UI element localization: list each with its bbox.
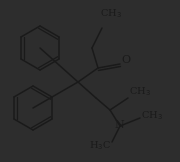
Text: CH$_3$: CH$_3$	[100, 8, 122, 20]
Text: O: O	[121, 55, 130, 65]
Text: N: N	[114, 120, 124, 130]
Text: CH$_3$: CH$_3$	[129, 86, 151, 98]
Text: CH$_3$: CH$_3$	[141, 110, 163, 122]
Text: H$_3$C: H$_3$C	[89, 140, 111, 152]
